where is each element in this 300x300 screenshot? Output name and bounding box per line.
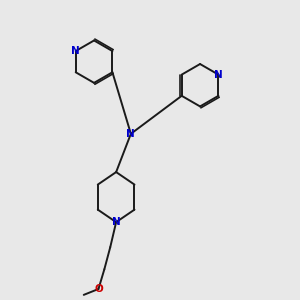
- Text: N: N: [214, 70, 223, 80]
- Text: N: N: [71, 46, 80, 56]
- Text: O: O: [94, 284, 103, 294]
- Text: N: N: [112, 217, 121, 227]
- Text: N: N: [127, 129, 135, 139]
